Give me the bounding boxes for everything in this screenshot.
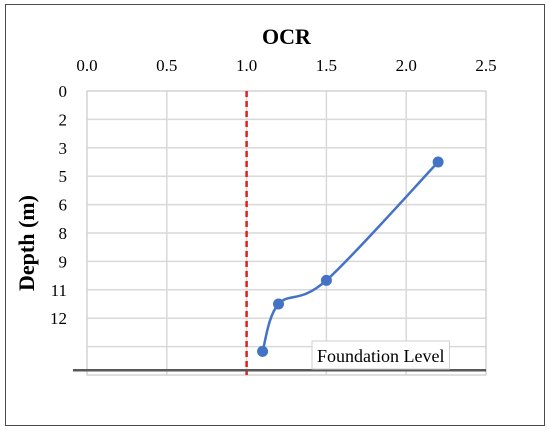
y-tick-label: 5 [59,167,68,186]
y-tick-label: 2 [59,110,68,129]
y-tick-label: 3 [59,139,68,158]
foundation-level-label-box [311,340,450,370]
x-tick-labels: 0.0 0.5 1.0 1.5 2.0 2.5 [76,56,496,75]
y-tick-label: 12 [50,309,67,328]
y-tick-label: 8 [59,224,68,243]
x-tick-label: 2.5 [475,56,496,75]
y-tick-label: 9 [59,252,68,271]
data-point-marker [432,156,444,168]
x-tick-label: 0.5 [156,56,177,75]
x-tick-label: 1.0 [236,56,257,75]
plot-area-border [86,90,487,376]
grid-lines [86,90,487,376]
x-tick-label: 0.0 [76,56,97,75]
data-point-marker [320,274,332,286]
series-markers [257,156,444,357]
data-point-marker [273,298,285,310]
x-tick-label: 2.0 [396,56,417,75]
series-line [261,161,440,352]
x-axis-title: OCR [262,24,312,49]
x-tick-label: 1.5 [316,56,337,75]
y-tick-label: 0 [59,82,68,101]
foundation-level-label: Foundation Level [317,346,444,366]
chart-frame [5,4,545,426]
y-tick-labels: 0 2 3 5 6 8 9 11 12 [50,82,67,328]
data-point-marker [257,345,269,357]
y-tick-label: 6 [59,196,68,215]
y-axis-title: Depth (m) [14,195,39,291]
y-tick-label: 11 [51,281,67,300]
